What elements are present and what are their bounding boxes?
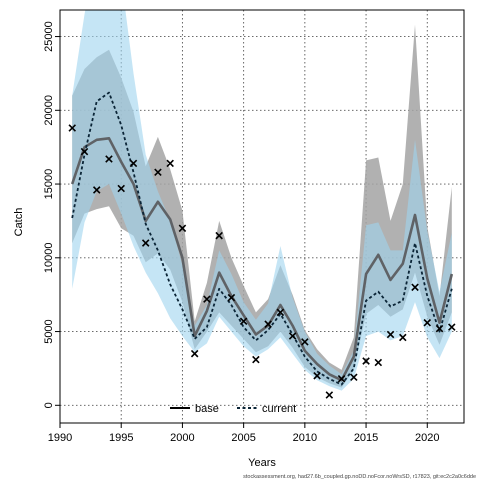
observed-point-stroke — [178, 224, 187, 233]
observed-point-stroke — [435, 324, 444, 333]
observed-point — [252, 355, 260, 364]
y-tick-label: 15000 — [43, 169, 55, 200]
observed-point-stroke — [227, 293, 236, 302]
observed-point — [374, 358, 383, 367]
observed-point-stroke — [215, 231, 223, 240]
observed-point — [178, 224, 187, 233]
observed-point — [117, 184, 125, 193]
observed-point-stroke — [141, 239, 150, 247]
observed-point-stroke — [325, 391, 334, 399]
observed-point — [435, 324, 444, 333]
x-tick-label: 1995 — [109, 432, 133, 444]
observed-point-stroke — [92, 186, 101, 194]
axes: 1990 1995 2000 2005 2010 2015 2020 0 5000 10000 15… — [43, 21, 440, 444]
observed-point — [276, 308, 285, 317]
legend: base current — [170, 403, 296, 415]
y-tick-label: 0 — [43, 402, 55, 408]
observed-point — [288, 332, 297, 340]
observed-point — [423, 318, 432, 327]
observed-point-stroke — [190, 349, 199, 358]
legend-base-label: base — [195, 403, 219, 415]
observed-point-stroke — [350, 373, 358, 382]
current-confidence-band — [72, 10, 452, 391]
observed-point — [239, 317, 248, 325]
x-tick-label: 2020 — [415, 432, 439, 444]
observed-point — [190, 349, 199, 358]
confidence-bands — [72, 10, 452, 391]
observed-point — [92, 186, 101, 194]
observed-point-stroke — [239, 317, 248, 325]
x-tick-label: 2010 — [293, 432, 317, 444]
x-tick-label: 2015 — [354, 432, 378, 444]
x-tick-label: 1990 — [48, 432, 72, 444]
observed-point — [350, 373, 358, 382]
observed-point-stroke — [313, 372, 321, 380]
observed-point — [141, 239, 150, 247]
observed-point — [399, 333, 407, 342]
observed-point — [154, 168, 162, 177]
observed-point-stroke — [68, 124, 77, 132]
y-axis-label: Catch — [13, 208, 25, 237]
observed-point — [264, 320, 272, 328]
footer-credit: stockassessment.org, had27.6b_coupled.gp… — [243, 474, 476, 480]
observed-point — [447, 323, 456, 331]
observed-point-stroke — [288, 332, 297, 340]
y-tick-label: 5000 — [43, 319, 55, 343]
observed-point — [301, 338, 309, 346]
series-lines — [70, 91, 454, 386]
observed-point-stroke — [129, 159, 138, 168]
observed-point — [362, 357, 370, 365]
y-tick-label: 10000 — [43, 243, 55, 274]
current-series-line — [71, 91, 453, 386]
observed-point — [203, 295, 211, 303]
observed-point — [80, 147, 89, 156]
observed-point-stroke — [105, 155, 113, 163]
observed-point — [411, 283, 419, 292]
observed-point-stroke — [399, 333, 407, 342]
observed-point-stroke — [80, 147, 89, 156]
y-tick-label: 25000 — [43, 21, 55, 52]
x-tick-label: 2005 — [231, 432, 255, 444]
observed-point — [215, 231, 223, 240]
observed-points — [68, 124, 456, 399]
observed-point-stroke — [362, 357, 370, 365]
observed-point-stroke — [203, 295, 211, 303]
observed-point — [313, 372, 321, 380]
observed-point-stroke — [252, 355, 260, 364]
observed-point-stroke — [337, 374, 346, 383]
observed-point-stroke — [411, 283, 419, 292]
observed-point-stroke — [301, 338, 309, 346]
observed-point — [325, 391, 334, 399]
observed-point-stroke — [264, 320, 272, 328]
observed-point-stroke — [166, 159, 174, 168]
observed-point — [129, 159, 138, 168]
x-tick-label: 2000 — [170, 432, 194, 444]
y-tick-label: 20000 — [43, 95, 55, 126]
observed-point-stroke — [386, 330, 395, 339]
legend-current-label: current — [262, 403, 296, 415]
observed-point-stroke — [276, 308, 285, 317]
observed-point — [166, 159, 174, 168]
observed-point-stroke — [117, 184, 125, 193]
observed-point-stroke — [374, 358, 383, 367]
observed-point — [337, 374, 346, 383]
observed-point — [105, 155, 113, 163]
observed-point-stroke — [154, 168, 162, 177]
base-series-line — [70, 137, 454, 382]
observed-point-stroke — [423, 318, 432, 327]
observed-point — [386, 330, 395, 339]
base-confidence-band — [72, 24, 452, 388]
observed-point-stroke — [447, 323, 456, 331]
observed-point — [68, 124, 77, 132]
observed-point — [227, 293, 236, 302]
x-axis-label: Years — [248, 457, 276, 469]
plot-frame — [59, 9, 465, 424]
